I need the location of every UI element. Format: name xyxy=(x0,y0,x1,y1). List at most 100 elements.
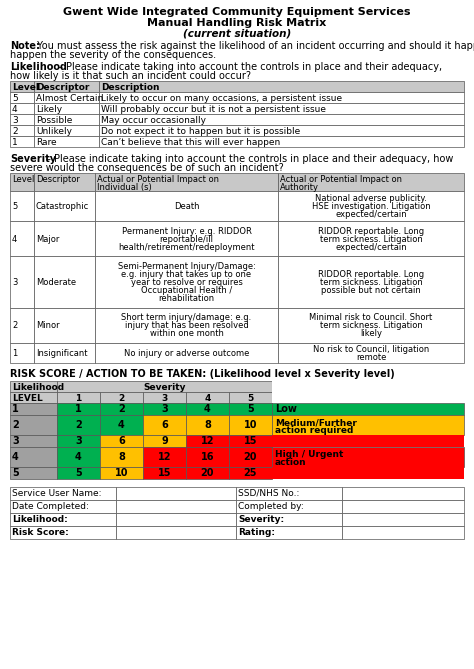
Text: 4: 4 xyxy=(12,105,18,114)
Bar xyxy=(10,392,57,403)
Text: 10: 10 xyxy=(115,468,128,478)
Bar xyxy=(95,191,278,221)
Text: Likely to occur on many occasions, a persistent issue: Likely to occur on many occasions, a per… xyxy=(101,94,342,103)
Text: health/retirement/redeployment: health/retirement/redeployment xyxy=(118,242,255,252)
Bar xyxy=(99,125,464,136)
Text: 3: 3 xyxy=(161,394,168,403)
Text: Individual (s): Individual (s) xyxy=(97,183,152,192)
Bar xyxy=(10,81,34,92)
Text: 20: 20 xyxy=(201,468,214,478)
Text: May occur occasionally: May occur occasionally xyxy=(101,116,206,125)
Text: within one month: within one month xyxy=(150,330,223,339)
Bar xyxy=(100,403,143,415)
Text: e.g. injury that takes up to one: e.g. injury that takes up to one xyxy=(121,270,252,279)
Bar xyxy=(342,500,464,513)
Text: RIDDOR reportable. Long: RIDDOR reportable. Long xyxy=(318,270,424,279)
Text: 1: 1 xyxy=(75,404,82,414)
Text: 3: 3 xyxy=(12,116,18,125)
Bar xyxy=(143,435,186,447)
Text: Severity: Severity xyxy=(143,383,186,392)
Text: 2: 2 xyxy=(75,420,82,430)
Text: No risk to Council, litigation: No risk to Council, litigation xyxy=(313,345,429,354)
Text: 15: 15 xyxy=(244,436,257,446)
Text: RIDDOR reportable. Long: RIDDOR reportable. Long xyxy=(318,227,424,235)
Bar xyxy=(57,381,272,392)
Text: Manual Handling Risk Matrix: Manual Handling Risk Matrix xyxy=(147,18,327,28)
Text: Level: Level xyxy=(12,175,35,184)
Text: Death: Death xyxy=(174,202,199,211)
Bar xyxy=(10,487,116,500)
Text: 5: 5 xyxy=(12,468,19,478)
Bar xyxy=(342,487,464,500)
Bar xyxy=(10,500,116,513)
Bar xyxy=(10,221,34,256)
Bar xyxy=(34,343,95,363)
Bar xyxy=(272,447,464,467)
Text: likely: likely xyxy=(360,330,382,339)
Bar xyxy=(10,403,57,415)
Text: Low: Low xyxy=(275,404,297,414)
Bar xyxy=(10,191,34,221)
Text: 12: 12 xyxy=(201,436,214,446)
Text: 2: 2 xyxy=(118,394,125,403)
Text: Descriptor: Descriptor xyxy=(36,83,90,92)
Bar xyxy=(10,513,116,526)
Bar xyxy=(272,467,464,479)
Bar xyxy=(229,467,272,479)
Bar xyxy=(34,125,99,136)
Text: 9: 9 xyxy=(161,436,168,446)
Bar xyxy=(99,136,464,147)
Bar xyxy=(95,173,278,191)
Bar xyxy=(229,403,272,415)
Text: Major: Major xyxy=(36,235,59,244)
Bar xyxy=(10,173,34,191)
Text: Severity: Severity xyxy=(10,154,56,164)
Text: 25: 25 xyxy=(244,468,257,478)
Text: Level: Level xyxy=(12,83,39,92)
Text: Moderate: Moderate xyxy=(36,278,76,287)
Text: severe would the consequences be of such an incident?: severe would the consequences be of such… xyxy=(10,163,284,173)
Bar xyxy=(57,392,100,403)
Bar xyxy=(278,173,464,191)
Text: 4: 4 xyxy=(12,235,17,244)
Bar xyxy=(229,447,272,467)
Bar xyxy=(34,173,95,191)
Text: 16: 16 xyxy=(201,452,214,462)
Text: 2: 2 xyxy=(118,404,125,414)
Bar xyxy=(186,403,229,415)
Bar xyxy=(100,435,143,447)
Text: 1: 1 xyxy=(75,394,82,403)
Bar xyxy=(272,381,464,392)
Text: term sickness. Litigation: term sickness. Litigation xyxy=(319,235,422,244)
Text: Almost Certain: Almost Certain xyxy=(36,94,103,103)
Bar xyxy=(10,256,34,308)
Bar xyxy=(278,343,464,363)
Text: 5: 5 xyxy=(12,94,18,103)
Bar xyxy=(236,526,342,539)
Bar xyxy=(57,415,100,435)
Text: Rating:: Rating: xyxy=(238,528,275,537)
Text: Will probably occur but it is not a persistent issue: Will probably occur but it is not a pers… xyxy=(101,105,326,114)
Bar xyxy=(10,343,34,363)
Bar xyxy=(278,256,464,308)
Text: National adverse publicity.: National adverse publicity. xyxy=(315,194,427,203)
Text: Short term injury/damage: e.g.: Short term injury/damage: e.g. xyxy=(121,314,252,322)
Bar xyxy=(278,191,464,221)
Text: 3: 3 xyxy=(75,436,82,446)
Text: Occupational Health /: Occupational Health / xyxy=(141,286,232,295)
Bar xyxy=(100,447,143,467)
Bar xyxy=(186,435,229,447)
Bar xyxy=(95,343,278,363)
Bar xyxy=(236,513,342,526)
Text: Can’t believe that this will ever happen: Can’t believe that this will ever happen xyxy=(101,138,280,147)
Text: term sickness. Litigation: term sickness. Litigation xyxy=(319,322,422,330)
Bar xyxy=(116,500,236,513)
Bar xyxy=(34,308,95,343)
Bar xyxy=(34,256,95,308)
Text: Authority: Authority xyxy=(280,183,319,192)
Text: Catastrophic: Catastrophic xyxy=(36,202,89,211)
Text: remote: remote xyxy=(356,353,386,362)
Text: Note:: Note: xyxy=(10,41,40,51)
Bar xyxy=(34,103,99,114)
Text: Likely: Likely xyxy=(36,105,62,114)
